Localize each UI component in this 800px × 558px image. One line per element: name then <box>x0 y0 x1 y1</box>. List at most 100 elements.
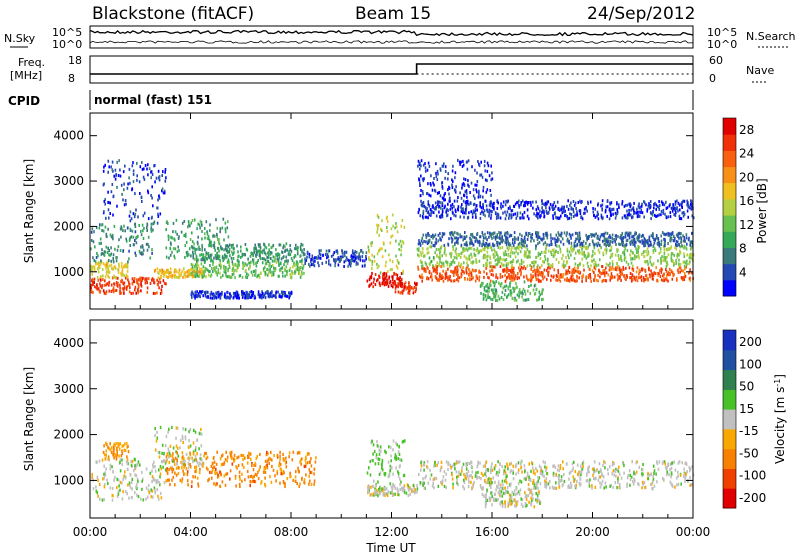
range-time-cell <box>228 235 230 238</box>
range-time-cell <box>684 200 686 203</box>
range-time-cell <box>167 222 169 225</box>
range-time-cell <box>421 273 423 276</box>
range-time-cell <box>463 216 465 219</box>
range-time-cell <box>382 273 384 276</box>
range-time-cell <box>644 241 646 244</box>
range-time-cell <box>125 277 127 280</box>
range-time-cell <box>236 295 238 298</box>
range-time-cell <box>559 245 561 248</box>
range-time-cell <box>542 298 544 301</box>
range-time-cell <box>616 234 618 237</box>
range-time-cell <box>113 195 115 198</box>
range-time-cell <box>456 278 458 281</box>
range-time-cell <box>567 254 569 257</box>
range-time-cell <box>136 236 138 239</box>
range-time-cell <box>104 200 106 203</box>
range-time-cell <box>397 259 399 262</box>
range-time-cell <box>219 255 221 258</box>
range-time-cell <box>480 161 482 164</box>
range-time-cell <box>489 296 491 299</box>
noise-panel-frame <box>90 26 693 48</box>
range-time-cell <box>525 232 527 235</box>
range-time-cell <box>145 498 147 501</box>
range-time-cell <box>671 257 673 260</box>
range-time-cell <box>428 162 430 165</box>
range-time-cell <box>531 237 533 240</box>
range-time-cell <box>536 231 538 234</box>
range-time-cell <box>419 162 421 165</box>
range-time-cell <box>279 295 281 298</box>
range-time-cell <box>515 255 517 258</box>
range-time-cell <box>506 271 508 274</box>
range-time-cell <box>184 256 186 259</box>
range-time-cell <box>418 208 420 211</box>
range-time-cell <box>485 262 487 265</box>
range-time-cell <box>564 278 566 281</box>
colorbar-swatch <box>723 231 736 248</box>
range-time-cell <box>611 201 613 204</box>
range-time-cell <box>435 190 437 193</box>
range-time-cell <box>573 215 575 218</box>
range-time-cell <box>518 266 520 269</box>
range-time-cell <box>241 293 243 296</box>
range-time-cell <box>618 243 620 246</box>
range-time-cell <box>124 282 126 285</box>
range-time-cell <box>554 268 556 271</box>
range-time-cell <box>511 246 513 249</box>
range-time-cell <box>402 240 404 243</box>
range-time-cell <box>101 248 103 251</box>
range-time-cell <box>233 273 235 276</box>
range-time-cell <box>426 207 428 210</box>
range-time-cell <box>400 253 402 256</box>
range-time-cell <box>166 271 168 274</box>
range-time-cell <box>556 240 558 243</box>
range-time-cell <box>449 187 451 190</box>
range-time-cell <box>301 243 303 246</box>
range-time-cell <box>147 291 149 294</box>
range-time-cell <box>495 235 497 238</box>
range-time-cell <box>536 288 538 291</box>
range-time-cell <box>451 261 453 264</box>
range-time-cell <box>255 269 257 272</box>
range-time-cell <box>538 212 540 215</box>
range-time-cell <box>643 276 645 279</box>
range-time-cell <box>252 252 254 255</box>
range-time-cell <box>560 248 562 251</box>
range-time-cell <box>392 260 394 263</box>
range-time-cell <box>234 269 236 272</box>
range-time-cell <box>126 455 128 458</box>
range-time-cell <box>421 159 423 162</box>
range-time-cell <box>678 259 680 262</box>
range-time-cell <box>454 256 456 259</box>
range-time-cell <box>141 251 143 254</box>
range-time-cell <box>522 213 524 216</box>
range-time-cell <box>272 264 274 267</box>
range-time-cell <box>517 272 519 275</box>
range-time-cell <box>233 292 235 295</box>
range-time-cell <box>500 217 502 220</box>
range-time-cell <box>220 227 222 230</box>
range-time-cell <box>295 244 297 247</box>
range-time-cell <box>581 252 583 255</box>
range-time-cell <box>249 262 251 265</box>
range-time-cell <box>350 264 352 267</box>
range-time-cell <box>680 263 682 266</box>
range-time-cell <box>397 230 399 233</box>
range-time-cell <box>104 203 106 206</box>
range-time-cell <box>629 253 631 256</box>
range-time-cell <box>664 279 666 282</box>
range-time-cell <box>605 210 607 213</box>
range-time-cell <box>289 244 291 247</box>
range-time-cell <box>155 269 157 272</box>
range-time-cell <box>282 267 284 270</box>
range-time-cell <box>427 232 429 235</box>
range-time-cell <box>240 256 242 259</box>
range-time-cell <box>136 174 138 177</box>
range-time-cell <box>518 247 520 250</box>
range-time-cell <box>437 178 439 181</box>
range-time-cell <box>541 251 543 254</box>
range-time-cell <box>266 256 268 259</box>
range-time-cell <box>633 236 635 239</box>
range-time-cell <box>462 211 464 214</box>
range-time-cell <box>198 275 200 278</box>
